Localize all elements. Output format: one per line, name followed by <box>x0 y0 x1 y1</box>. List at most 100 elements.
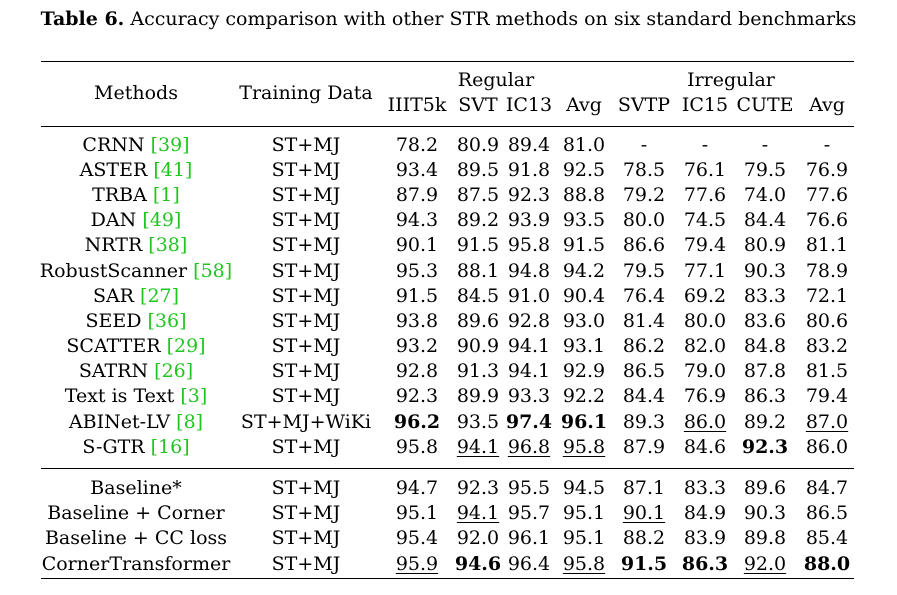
accuracy-value: 95.4 <box>395 527 439 549</box>
citation-link[interactable]: [16] <box>150 436 190 458</box>
accuracy-value: 86.5 <box>805 502 849 524</box>
caption-text: Accuracy comparison with other STR metho… <box>124 8 857 30</box>
accuracy-value: 94.1 <box>507 335 551 357</box>
accuracy-value: 94.2 <box>562 260 606 282</box>
column-header: SVTP <box>617 94 671 116</box>
accuracy-value: 80.0 <box>622 209 666 231</box>
accuracy-value: 83.3 <box>683 477 727 499</box>
method-name: RobustScanner [58] <box>40 260 232 282</box>
accuracy-value: 97.4 <box>505 411 553 433</box>
citation-link[interactable]: [36] <box>147 310 187 332</box>
accuracy-value: - <box>640 134 648 156</box>
header-rule <box>41 126 854 127</box>
citation-link[interactable]: [58] <box>193 260 233 282</box>
accuracy-value: 87.9 <box>395 184 439 206</box>
citation-link[interactable]: [1] <box>152 184 180 206</box>
accuracy-value: 89.4 <box>507 134 551 156</box>
accuracy-value: 96.4 <box>507 553 551 575</box>
accuracy-value: 95.9 <box>395 553 439 575</box>
citation-link[interactable]: [26] <box>154 360 194 382</box>
accuracy-value: 95.5 <box>507 477 551 499</box>
citation-link[interactable]: [3] <box>180 385 208 407</box>
accuracy-value: 91.5 <box>395 285 439 307</box>
accuracy-value: 88.8 <box>562 184 606 206</box>
accuracy-value: 95.8 <box>507 234 551 256</box>
citation-link[interactable]: [27] <box>140 285 180 307</box>
accuracy-value: 72.1 <box>805 285 849 307</box>
accuracy-value: 92.0 <box>743 553 787 575</box>
accuracy-value: 91.5 <box>620 553 668 575</box>
citation-link[interactable]: [38] <box>148 234 188 256</box>
citation-link[interactable]: [8] <box>176 411 204 433</box>
method-name: NRTR [38] <box>85 234 188 256</box>
accuracy-value: 94.7 <box>395 477 439 499</box>
accuracy-value: 94.8 <box>507 260 551 282</box>
citation-link[interactable]: [49] <box>142 209 182 231</box>
accuracy-value: 86.0 <box>683 411 727 433</box>
column-header: IC15 <box>681 94 729 116</box>
method-label: TRBA <box>92 184 147 206</box>
accuracy-value: 86.3 <box>681 553 729 575</box>
accuracy-value: 84.7 <box>805 477 849 499</box>
citation-link[interactable]: [39] <box>150 134 190 156</box>
accuracy-value: 77.6 <box>805 184 849 206</box>
accuracy-value: 78.2 <box>395 134 439 156</box>
accuracy-value: 95.3 <box>395 260 439 282</box>
training-data: ST+MJ <box>271 184 341 206</box>
training-data: ST+MJ <box>271 360 341 382</box>
accuracy-value: 93.2 <box>395 335 439 357</box>
accuracy-value: 89.6 <box>743 477 787 499</box>
citation-link[interactable]: [41] <box>153 159 193 181</box>
group-rule <box>41 468 854 469</box>
column-header: IC13 <box>505 94 553 116</box>
accuracy-value: 81.1 <box>805 234 849 256</box>
accuracy-value: 86.5 <box>622 360 666 382</box>
header-irregular: Irregular <box>687 69 775 91</box>
accuracy-value: 95.8 <box>562 436 606 458</box>
method-name: DAN [49] <box>91 209 182 231</box>
accuracy-value: 93.0 <box>562 310 606 332</box>
accuracy-value: 95.8 <box>395 436 439 458</box>
accuracy-value: 96.1 <box>507 527 551 549</box>
accuracy-value: 94.1 <box>456 502 500 524</box>
accuracy-value: 76.9 <box>683 385 727 407</box>
accuracy-value: 92.2 <box>562 385 606 407</box>
accuracy-value: 87.0 <box>805 411 849 433</box>
accuracy-value: 93.5 <box>562 209 606 231</box>
accuracy-value: 92.8 <box>395 360 439 382</box>
header-methods: Methods <box>94 82 178 104</box>
accuracy-value: 83.3 <box>743 285 787 307</box>
accuracy-value: - <box>761 134 769 156</box>
training-data: ST+MJ <box>271 436 341 458</box>
accuracy-value: 84.5 <box>456 285 500 307</box>
citation-link[interactable]: [29] <box>166 335 206 357</box>
accuracy-value: 88.0 <box>803 553 851 575</box>
header-training-data: Training Data <box>239 82 373 104</box>
training-data: ST+MJ <box>271 134 341 156</box>
method-name: Text is Text [3] <box>65 385 207 407</box>
accuracy-value: 92.8 <box>507 310 551 332</box>
accuracy-value: 90.1 <box>622 502 666 524</box>
training-data: ST+MJ <box>271 502 341 524</box>
accuracy-value: 90.1 <box>395 234 439 256</box>
accuracy-value: 90.4 <box>562 285 606 307</box>
accuracy-value: 83.9 <box>683 527 727 549</box>
accuracy-value: 69.2 <box>683 285 727 307</box>
training-data: ST+MJ <box>271 209 341 231</box>
accuracy-value: 94.5 <box>562 477 606 499</box>
accuracy-value: 95.1 <box>395 502 439 524</box>
accuracy-value: - <box>823 134 831 156</box>
accuracy-value: 92.3 <box>507 184 551 206</box>
method-name: Baseline + Corner <box>47 502 225 524</box>
method-label: NRTR <box>84 234 143 256</box>
accuracy-value: 76.1 <box>683 159 727 181</box>
accuracy-value: 93.8 <box>395 310 439 332</box>
accuracy-value: 78.9 <box>805 260 849 282</box>
training-data: ST+MJ <box>271 285 341 307</box>
method-name: ASTER [41] <box>80 159 193 181</box>
accuracy-value: 79.5 <box>622 260 666 282</box>
table-caption: Table 6. Accuracy comparison with other … <box>0 8 897 30</box>
method-name: CornerTransformer <box>42 553 231 575</box>
accuracy-value: 83.6 <box>743 310 787 332</box>
training-data: ST+MJ <box>271 159 341 181</box>
